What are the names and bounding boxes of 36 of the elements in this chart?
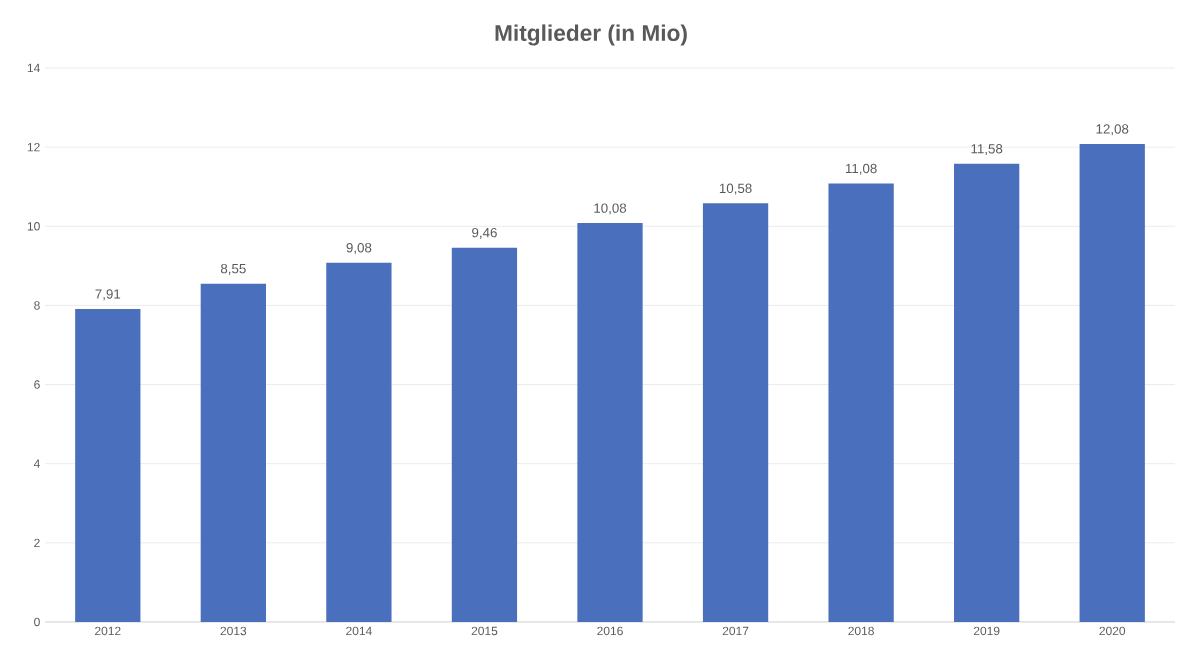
bar [702,203,769,622]
data-label: 11,08 [845,163,877,175]
x-tick-label: 2015 [471,626,498,636]
chart-title: Mitglieder (in Mio) [495,24,687,46]
data-label: 11,58 [971,144,1003,156]
y-tick-label: 8 [34,301,40,310]
y-tick-label: 6 [34,380,40,389]
bar [828,183,894,622]
bar [1079,143,1145,622]
x-tick-label: 2017 [722,626,749,636]
data-label: 9,08 [346,242,372,254]
data-label: 12,08 [1096,124,1129,136]
bar [75,308,141,622]
x-tick-label: 2020 [1099,626,1126,636]
data-label: 7,91 [95,289,121,301]
bar [954,163,1020,622]
data-label: 9,46 [472,227,497,239]
x-tick-label: 2012 [95,626,121,636]
bar [326,262,392,622]
y-tick-label: 14 [27,63,40,73]
data-label: 10,58 [719,183,752,195]
y-tick-label: 4 [33,459,40,468]
data-label: 10,08 [594,203,627,215]
bar [577,223,643,622]
x-tick-label: 2013 [220,626,247,636]
data-label: 8,55 [220,263,246,275]
bar [200,283,266,622]
x-tick-label: 2019 [973,626,1000,636]
y-tick-label: 10 [27,222,40,231]
x-tick-label: 2014 [346,626,372,636]
y-tick-label: 2 [34,538,40,548]
bar [451,247,518,622]
y-tick-label: 0 [34,617,40,627]
x-tick-label: 2016 [597,626,623,636]
x-tick-label: 2018 [848,626,874,636]
y-tick-label: 12 [27,142,40,152]
